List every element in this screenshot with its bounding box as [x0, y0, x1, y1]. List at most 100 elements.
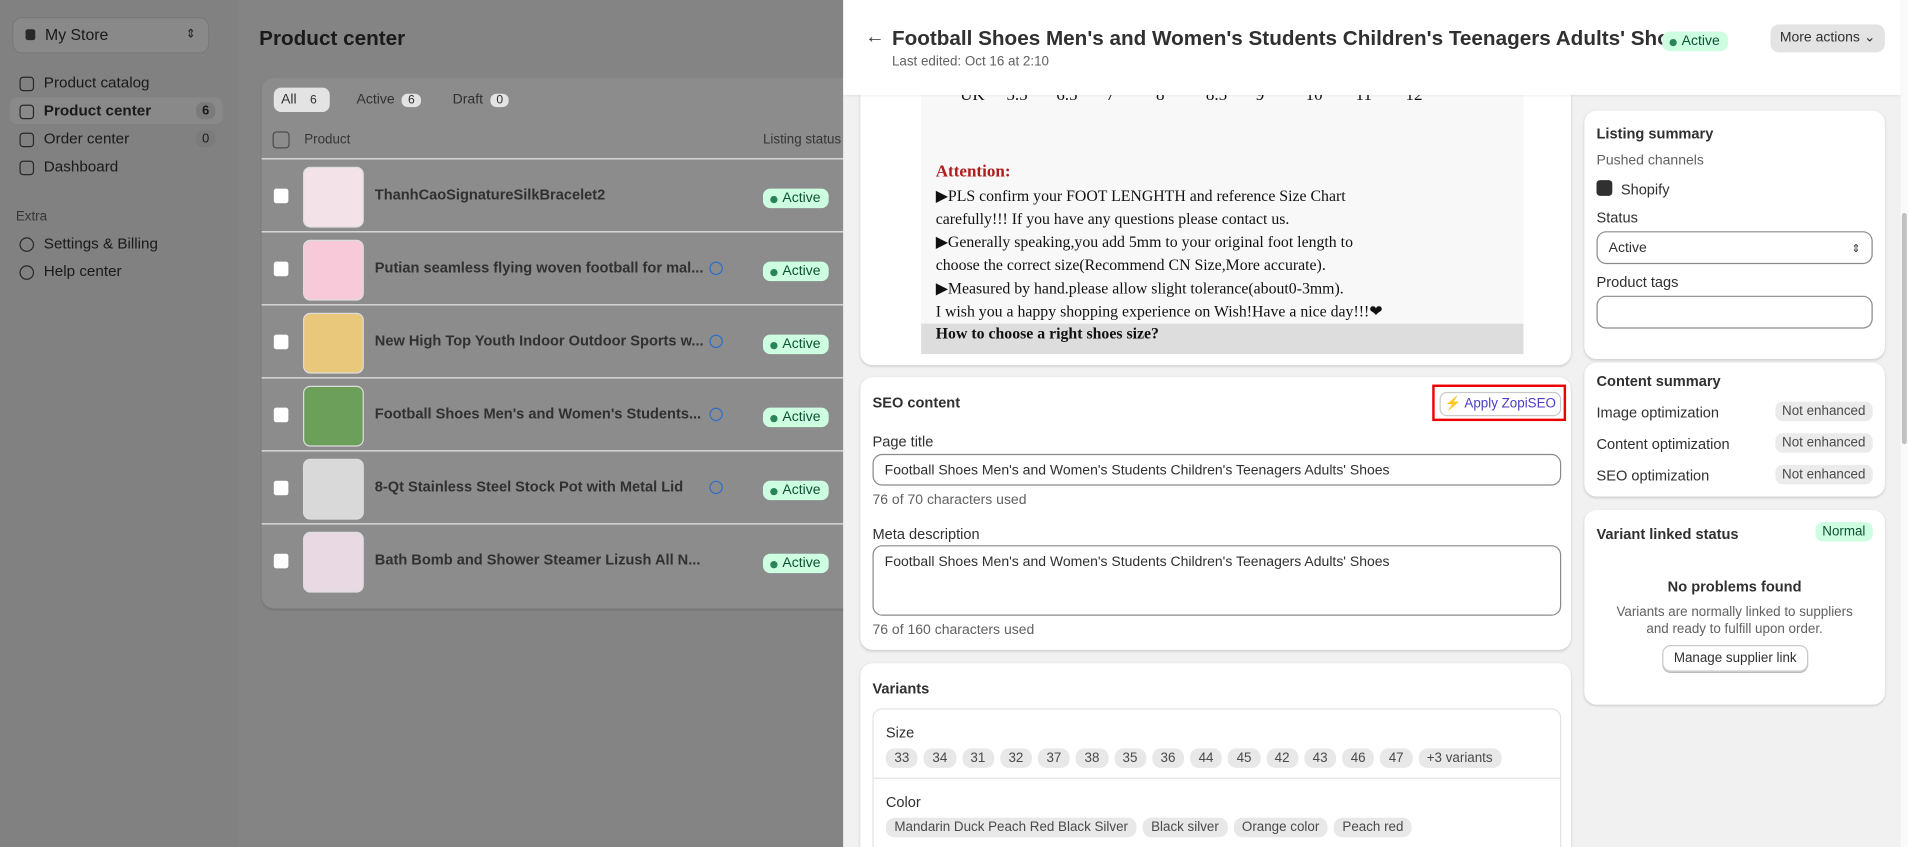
- image-text: 9: [1255, 94, 1265, 105]
- select-all[interactable]: [272, 131, 290, 149]
- variant-chip: 42: [1266, 748, 1299, 768]
- status-badge: Active: [762, 334, 830, 355]
- nav-item[interactable]: Help center: [10, 258, 223, 285]
- tags-input[interactable]: [1596, 295, 1873, 329]
- select-value: Active: [1608, 240, 1647, 256]
- back-button[interactable]: ←: [865, 26, 885, 48]
- filter-tab[interactable]: Draft 0: [445, 88, 516, 112]
- option-label: Color: [885, 793, 921, 811]
- nav-item[interactable]: Order center 0: [10, 125, 223, 152]
- image-text: 10: [1305, 94, 1323, 105]
- sidebar: My Store ⇕ Product catalog Product center 6…: [0, 0, 238, 847]
- page-title-input[interactable]: Football Shoes Men's and Women's Student…: [872, 453, 1562, 486]
- nav-count: 6: [196, 102, 216, 120]
- nav-label: Product catalog: [43, 74, 150, 92]
- nav-label: Order center: [43, 130, 130, 148]
- row-checkbox[interactable]: [272, 552, 290, 570]
- variant-chip: 46: [1342, 748, 1375, 768]
- char-count: 76 of 70 characters used: [872, 492, 1027, 508]
- status-cell: Active: [762, 259, 830, 282]
- product-row[interactable]: Bath Bomb and Shower Steamer Lizush All …: [261, 523, 844, 597]
- overlay[interactable]: [0, 0, 844, 847]
- card-heading: SEO content: [872, 394, 961, 412]
- card-heading: Variants: [872, 680, 930, 698]
- variants-card: Variants Size 33 34 31 32 37 38 35 36 44 45 42 43 46…: [860, 663, 1571, 847]
- image-text: Attention:: [935, 163, 1011, 182]
- image-text: 6.5: [1056, 94, 1078, 105]
- nav-label: Settings & Billing: [43, 234, 158, 252]
- row-checkbox[interactable]: [272, 260, 290, 278]
- variant-linked-status: Variant linked status Normal No problems…: [1584, 509, 1885, 705]
- product-row[interactable]: ThanhCaoSignatureSilkBracelet2 Active: [261, 158, 844, 232]
- nav-icon: [19, 132, 35, 148]
- status-badge: Active: [762, 188, 830, 209]
- variant-chip: 45: [1228, 748, 1261, 768]
- product-row[interactable]: Football Shoes Men's and Women's Student…: [261, 377, 844, 451]
- info-icon[interactable]: [709, 407, 723, 422]
- variant-chip: 35: [1114, 748, 1146, 768]
- row-checkbox[interactable]: [272, 187, 290, 205]
- nav-icon: [19, 160, 35, 176]
- media-card: Attention: How to choose a right shoes s…: [860, 73, 1571, 366]
- product-row[interactable]: 8-Qt Stainless Steel Stock Pot with Meta…: [261, 450, 844, 524]
- tab-count: 0: [490, 93, 510, 108]
- variant-chip: 47: [1380, 748, 1413, 768]
- label: Status: [1596, 209, 1638, 227]
- empty-text: Variants are normally linked to supplier…: [1616, 604, 1853, 637]
- tab-count: 6: [401, 93, 421, 108]
- info-icon[interactable]: [709, 334, 723, 349]
- nav-label: Dashboard: [43, 158, 119, 176]
- variant-chip: 33: [885, 748, 918, 768]
- status-badge: Normal: [1814, 522, 1873, 542]
- store-selector[interactable]: My Store ⇕: [12, 17, 210, 54]
- product-row[interactable]: Putian seamless flying woven football fo…: [261, 231, 844, 305]
- row-checkbox[interactable]: [272, 333, 290, 351]
- nav-label: Product center: [43, 102, 152, 120]
- nav-icon: [19, 104, 35, 120]
- variant-chip: 31: [961, 748, 994, 768]
- info-icon[interactable]: [709, 261, 723, 276]
- variant-chip: Orange color: [1233, 817, 1328, 838]
- image-text: ▶Generally speaking,you add 5mm to your …: [935, 232, 1353, 251]
- panel-header: ← Football Shoes Men's and Women's Stude…: [843, 0, 1901, 95]
- card-heading: Content summary: [1596, 372, 1721, 390]
- nav-item[interactable]: Product center 6: [9, 97, 223, 125]
- nav-item[interactable]: Product catalog: [10, 69, 223, 96]
- image-text: carefully!!! If you have any questions p…: [935, 209, 1290, 228]
- apply-zopiseo-button[interactable]: ⚡ Apply ZopiSEO: [1439, 391, 1562, 417]
- status-badge: Active: [762, 407, 830, 428]
- more-actions[interactable]: More actions ⌄: [1770, 24, 1885, 53]
- label: Product tags: [1596, 273, 1679, 291]
- summary-label: Image optimization: [1596, 404, 1720, 422]
- image-text: 5.5: [1006, 94, 1028, 105]
- empty-title: No problems found: [1667, 578, 1802, 596]
- variant-chip: 44: [1190, 748, 1223, 768]
- meta-description-input[interactable]: Football Shoes Men's and Women's Student…: [872, 545, 1562, 616]
- seo-card: SEO content ⚡ Apply ZopiSEO Page title F…: [860, 377, 1571, 650]
- filter-tab[interactable]: Active 6: [349, 88, 428, 112]
- row-checkbox[interactable]: [272, 479, 290, 497]
- variant-chip: 34: [923, 748, 956, 768]
- filter-tab[interactable]: All 6: [273, 87, 331, 112]
- summary-state: Not enhanced: [1774, 464, 1873, 485]
- product-title: Football Shoes Men's and Women's Student…: [891, 26, 1693, 50]
- product-row[interactable]: New High Top Youth Indoor Outdoor Sports…: [261, 304, 844, 378]
- nav-item[interactable]: Dashboard: [10, 153, 223, 180]
- manage-supplier-button[interactable]: Manage supplier link: [1662, 644, 1809, 672]
- variant-chip: Mandarin Duck Peach Red Black Silver: [885, 817, 1137, 838]
- nav-item[interactable]: Settings & Billing: [10, 230, 223, 257]
- row-checkbox[interactable]: [272, 406, 290, 424]
- status-cell: Active: [762, 332, 830, 355]
- status-badge: Active: [762, 480, 830, 501]
- status-select[interactable]: Active ⇕: [1596, 231, 1873, 265]
- info-icon[interactable]: [709, 480, 723, 495]
- product-name: ThanhCaoSignatureSilkBracelet2: [374, 186, 606, 204]
- section-heading: Extra: [15, 209, 48, 224]
- image-text: UK: [960, 94, 985, 105]
- image-text: 12: [1405, 94, 1423, 105]
- product-thumbnail: [302, 531, 364, 593]
- image-text: 7: [1106, 94, 1115, 105]
- scrollbar: [1900, 0, 1908, 847]
